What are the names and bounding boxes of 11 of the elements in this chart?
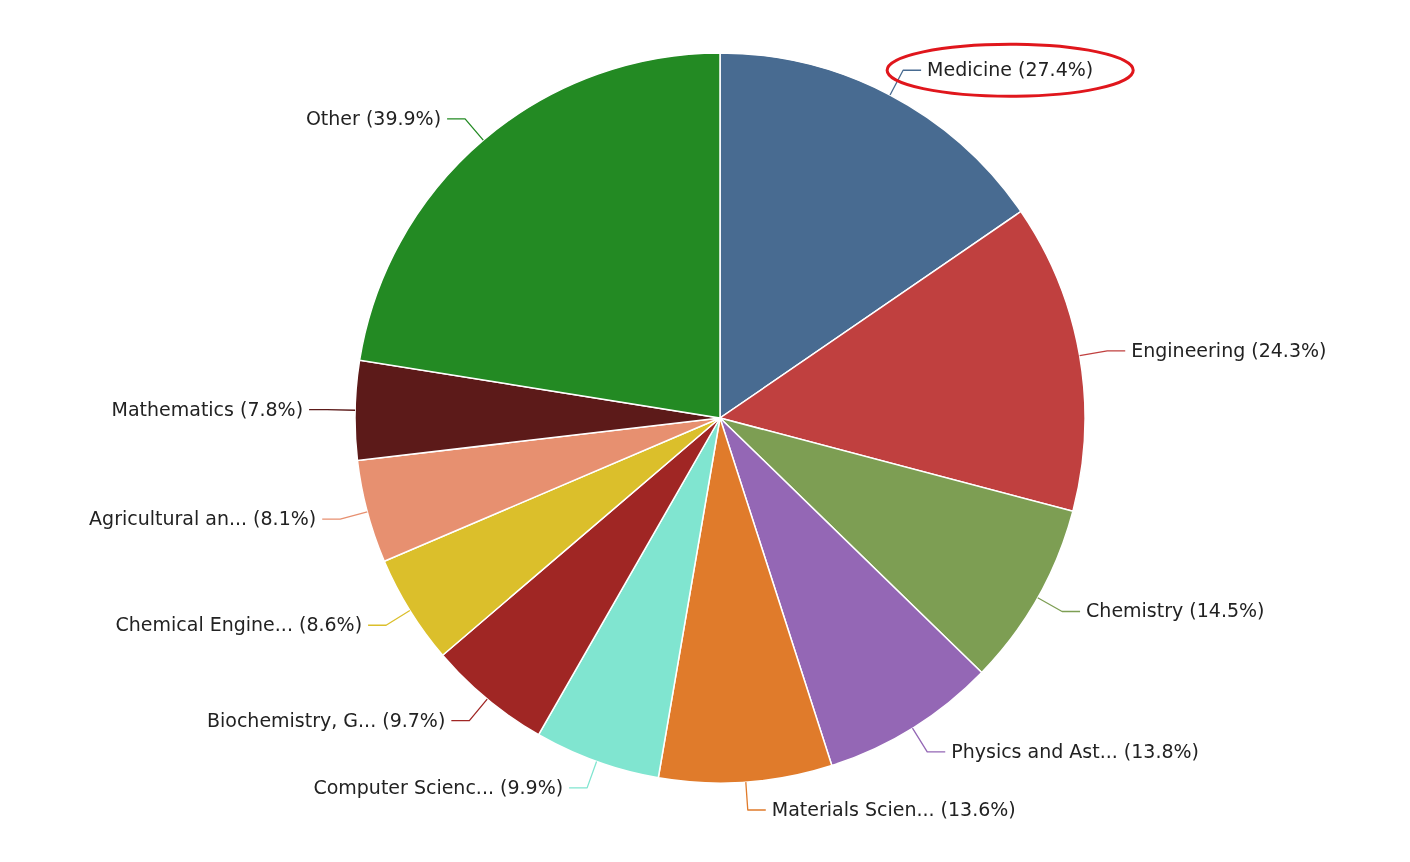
slice-label: Engineering (24.3%) <box>1131 338 1327 361</box>
slice-label: Other (39.9%) <box>305 106 442 129</box>
slice-label: Biochemistry, G... (9.7%) <box>206 708 446 731</box>
slice-label: Medicine (27.4%) <box>927 58 1094 81</box>
slice-label: Mathematics (7.8%) <box>111 397 304 420</box>
slice-label: Physics and Ast... (13.8%) <box>951 739 1200 762</box>
slice-label: Computer Scienc... (9.9%) <box>313 775 564 798</box>
slice-label: Agricultural an... (8.1%) <box>89 507 317 530</box>
slice-label: Materials Scien... (13.6%) <box>771 798 1016 821</box>
slice-label: Chemistry (14.5%) <box>1086 599 1265 622</box>
slice-label: Chemical Engine... (8.6%) <box>115 613 363 636</box>
